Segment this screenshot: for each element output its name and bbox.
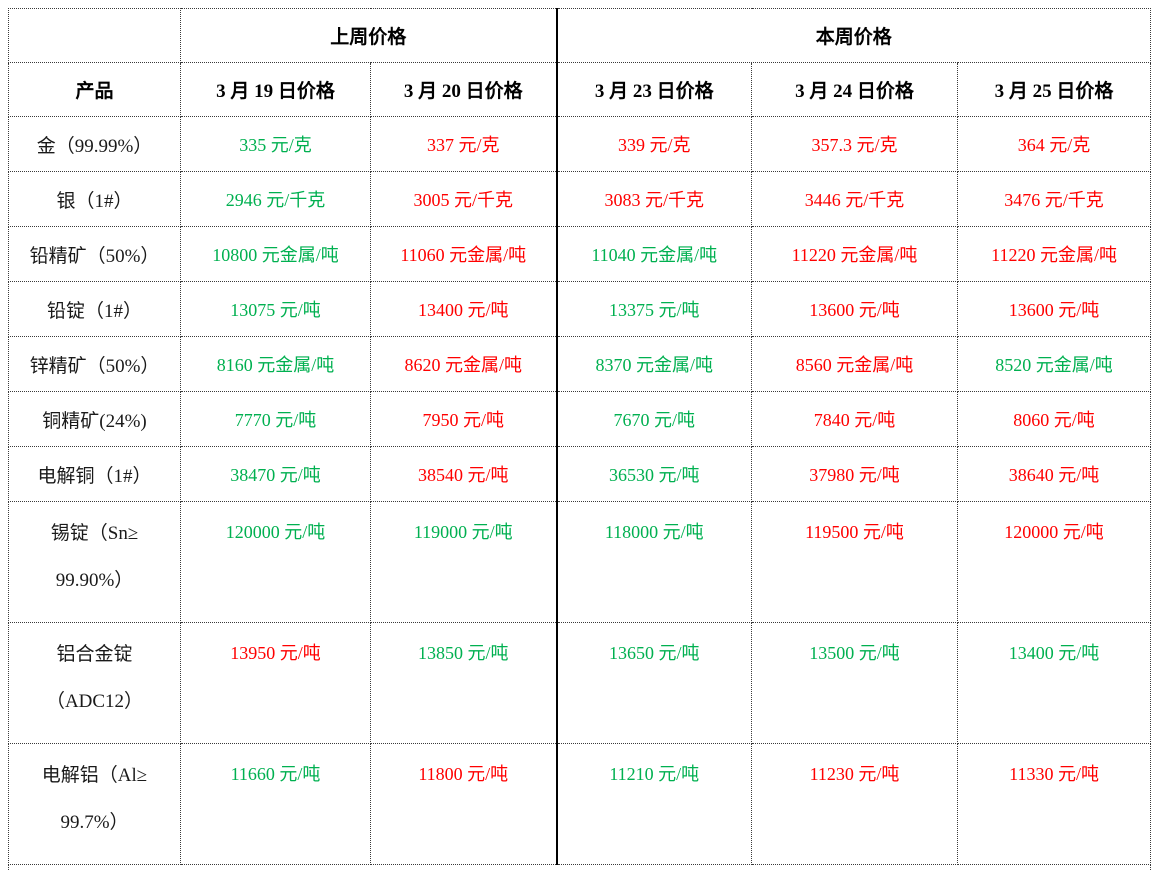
- price-cell: 13375 元/吨: [555, 281, 753, 337]
- product-cell: 电解铜（1#）: [8, 446, 181, 502]
- price-cell: 8370 元金属/吨: [555, 336, 753, 392]
- price-cell: 37980 元/吨: [751, 446, 959, 502]
- date-column-header: 3 月 20 日价格: [369, 62, 558, 117]
- corner-cell: [8, 8, 181, 63]
- price-cell: 7950 元/吨: [369, 391, 558, 447]
- price-cell: 3476 元/千克: [957, 171, 1152, 227]
- date-column-header: 3 月 19 日价格: [180, 62, 371, 117]
- price-cell: 8560 元金属/吨: [751, 336, 959, 392]
- price-cell: 118000 元/吨: [555, 501, 753, 623]
- price-cell: 13850 元/吨: [369, 622, 558, 744]
- price-cell: 11060 元金属/吨: [369, 226, 558, 282]
- price-cell: 10800 元金属/吨: [180, 226, 371, 282]
- product-label-line: 电解铝（Al≥: [41, 765, 148, 786]
- price-cell: 11660 元/吨: [180, 743, 371, 865]
- product-label-line: 锡锭（Sn≥: [50, 523, 139, 544]
- table-row: 锡锭（Sn≥ 99.90%） 120000 元/吨 119000 元/吨 118000 …: [8, 501, 1152, 623]
- product-label-line: 铝合金锭: [56, 644, 133, 665]
- product-label-line: 99.7%）: [60, 812, 129, 833]
- price-cell: 3083 元/千克: [555, 171, 753, 227]
- product-label-line: 铅精矿（50%）: [29, 245, 160, 267]
- product-cell: 铜精矿(24%): [8, 391, 181, 447]
- price-cell: 13950 元/吨: [180, 622, 371, 744]
- last-week-header: 上周价格: [179, 8, 558, 63]
- price-cell: 11040 元金属/吨: [555, 226, 753, 282]
- table-row: 锌精矿（50%） 8160 元金属/吨 8620 元金属/吨 8370 元金属/吨 85…: [8, 336, 1152, 392]
- product-label-line: 99.90%）: [55, 570, 134, 591]
- price-cell: 8520 元金属/吨: [957, 336, 1152, 392]
- product-label-line: （ADC12）: [45, 691, 144, 712]
- product-label-line: 电解铜（1#）: [37, 465, 152, 487]
- date-column-header: 3 月 24 日价格: [751, 62, 959, 117]
- note-row: 备注：红色代表较前日上涨或持平，绿色代表较前日下跌。: [7, 864, 1152, 870]
- price-cell: 11210 元/吨: [555, 743, 753, 865]
- table-row: 银（1#） 2946 元/千克 3005 元/千克 3083 元/千克 3446 元/千…: [8, 171, 1152, 227]
- product-cell: 铅精矿（50%）: [8, 226, 181, 282]
- product-label-line: 银（1#）: [56, 190, 133, 212]
- price-cell: 13400 元/吨: [369, 281, 558, 337]
- price-cell: 38640 元/吨: [957, 446, 1152, 502]
- price-cell: 8060 元/吨: [957, 391, 1152, 447]
- price-cell: 7670 元/吨: [555, 391, 753, 447]
- price-cell: 11230 元/吨: [751, 743, 959, 865]
- product-label-line: 铜精矿(24%): [42, 410, 147, 432]
- product-cell: 银（1#）: [8, 171, 181, 227]
- price-cell: 11220 元金属/吨: [751, 226, 959, 282]
- price-cell: 13075 元/吨: [180, 281, 371, 337]
- price-cell: 3005 元/千克: [369, 171, 558, 227]
- product-label-line: 锌精矿（50%）: [29, 355, 160, 377]
- product-cell: 电解铝（Al≥ 99.7%）: [8, 743, 181, 865]
- product-column-header: 产品: [8, 62, 181, 117]
- price-cell: 2946 元/千克: [180, 171, 371, 227]
- price-cell: 13600 元/吨: [957, 281, 1152, 337]
- table-row: 铝合金锭 （ADC12） 13950 元/吨 13850 元/吨 13650 元/吨 13…: [8, 622, 1152, 744]
- price-cell: 11330 元/吨: [957, 743, 1152, 865]
- price-cell: 11800 元/吨: [369, 743, 558, 865]
- table-row: 电解铜（1#） 38470 元/吨 38540 元/吨 36530 元/吨 37980 …: [8, 446, 1152, 502]
- price-cell: 11220 元金属/吨: [957, 226, 1152, 282]
- price-cell: 364 元/克: [957, 116, 1152, 172]
- price-cell: 3446 元/千克: [751, 171, 959, 227]
- table-row: 电解铝（Al≥ 99.7%） 11660 元/吨 11800 元/吨 11210 元/吨…: [8, 743, 1152, 865]
- price-cell: 337 元/克: [369, 116, 558, 172]
- price-cell: 7840 元/吨: [751, 391, 959, 447]
- metal-price-table: 上周价格 本周价格 产品 3 月 19 日价格 3 月 20 日价格 3 月 2…: [7, 8, 1152, 870]
- product-label-line: 金（99.99%）: [36, 135, 153, 157]
- price-cell: 119500 元/吨: [751, 501, 959, 623]
- date-column-header: 3 月 23 日价格: [555, 62, 753, 117]
- price-cell: 38540 元/吨: [369, 446, 558, 502]
- price-cell: 335 元/克: [180, 116, 371, 172]
- price-cell: 8160 元金属/吨: [180, 336, 371, 392]
- price-cell: 120000 元/吨: [180, 501, 371, 623]
- product-label-line: 铅锭（1#）: [46, 300, 142, 322]
- price-cell: 7770 元/吨: [180, 391, 371, 447]
- table-row: 铅精矿（50%） 10800 元金属/吨 11060 元金属/吨 11040 元金属/…: [8, 226, 1152, 282]
- product-cell: 锌精矿（50%）: [8, 336, 181, 392]
- price-cell: 8620 元金属/吨: [369, 336, 558, 392]
- price-cell: 13400 元/吨: [957, 622, 1152, 744]
- header-row-week: 上周价格 本周价格: [8, 8, 1152, 63]
- note-cell: 备注：红色代表较前日上涨或持平，绿色代表较前日下跌。: [7, 864, 1152, 870]
- price-cell: 357.3 元/克: [751, 116, 959, 172]
- product-cell: 铝合金锭 （ADC12）: [8, 622, 181, 744]
- table-body: 金（99.99%） 335 元/克 337 元/克 339 元/克 357.3 元/克 3…: [8, 116, 1152, 865]
- table-row: 铜精矿(24%) 7770 元/吨 7950 元/吨 7670 元/吨 7840 元/吨…: [8, 391, 1152, 447]
- date-column-header: 3 月 25 日价格: [957, 62, 1152, 117]
- price-cell: 13650 元/吨: [555, 622, 753, 744]
- product-cell: 锡锭（Sn≥ 99.90%）: [8, 501, 181, 623]
- table-row: 铅锭（1#） 13075 元/吨 13400 元/吨 13375 元/吨 13600 元…: [8, 281, 1152, 337]
- price-cell: 36530 元/吨: [555, 446, 753, 502]
- price-cell: 119000 元/吨: [369, 501, 558, 623]
- this-week-header: 本周价格: [555, 8, 1152, 63]
- product-cell: 铅锭（1#）: [8, 281, 181, 337]
- price-cell: 13500 元/吨: [751, 622, 959, 744]
- table-row: 金（99.99%） 335 元/克 337 元/克 339 元/克 357.3 元/克 3…: [8, 116, 1152, 172]
- price-cell: 38470 元/吨: [180, 446, 371, 502]
- price-cell: 13600 元/吨: [751, 281, 959, 337]
- product-cell: 金（99.99%）: [8, 116, 181, 172]
- price-cell: 339 元/克: [555, 116, 753, 172]
- header-row-dates: 产品 3 月 19 日价格 3 月 20 日价格 3 月 23 日价格 3 月 …: [8, 62, 1152, 117]
- price-cell: 120000 元/吨: [957, 501, 1152, 623]
